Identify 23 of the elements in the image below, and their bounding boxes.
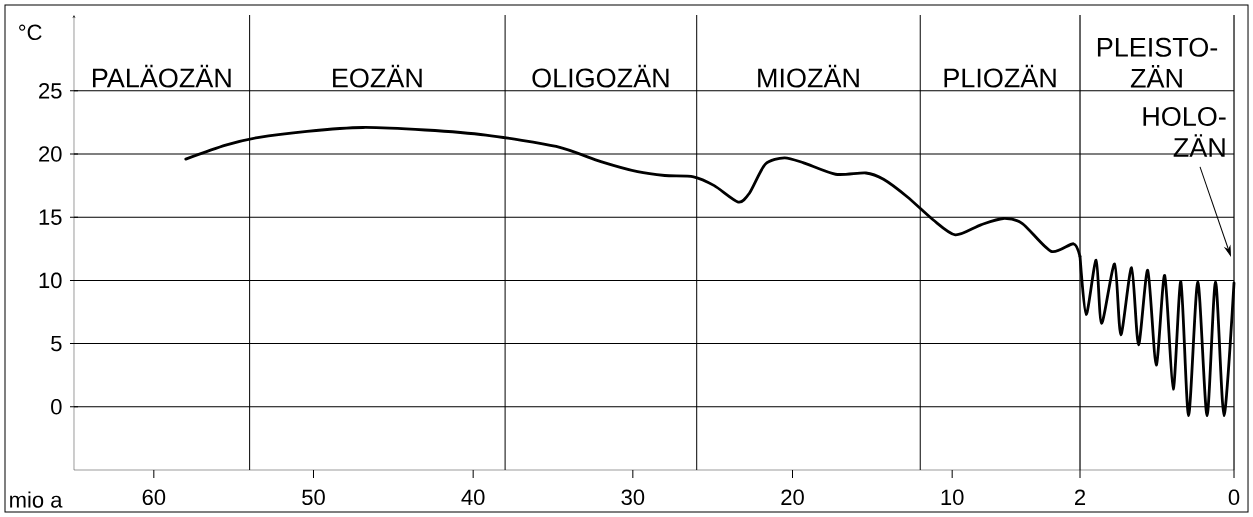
annotation: OLIGOZÄN — [532, 64, 669, 88]
x-tick-label: 0 — [1228, 489, 1240, 506]
x-axis-title: mio a — [10, 491, 63, 508]
annotation: PALÄOZÄN — [93, 64, 231, 88]
x-tick-label: 40 — [461, 489, 485, 506]
x-tick-label: 20 — [781, 489, 804, 506]
x-tick-label: 50 — [302, 489, 325, 506]
y-tick-label: 10 — [39, 272, 62, 289]
y-tick-label: 15 — [39, 209, 62, 225]
x-tick-label: 2 — [1075, 489, 1086, 505]
y-tick-label: 0 — [51, 399, 62, 415]
y-axis-title: °C — [19, 24, 42, 41]
y-tick-label: 20 — [39, 146, 62, 162]
annotation: PLIOZÄN — [944, 64, 1056, 88]
annotation: HOLO-ZÄN — [1143, 106, 1226, 157]
annotation: EOZÄN — [333, 64, 422, 88]
annotation: MIOZÄN — [758, 64, 859, 88]
y-tick-label: 5 — [51, 335, 62, 352]
x-tick-label: 10 — [941, 489, 964, 506]
annotation: PLEISTO-ZÄN — [1097, 37, 1218, 88]
x-tick-label: 30 — [621, 489, 645, 506]
y-tick-label: 25 — [39, 83, 62, 99]
x-tick-label: 60 — [142, 489, 166, 506]
